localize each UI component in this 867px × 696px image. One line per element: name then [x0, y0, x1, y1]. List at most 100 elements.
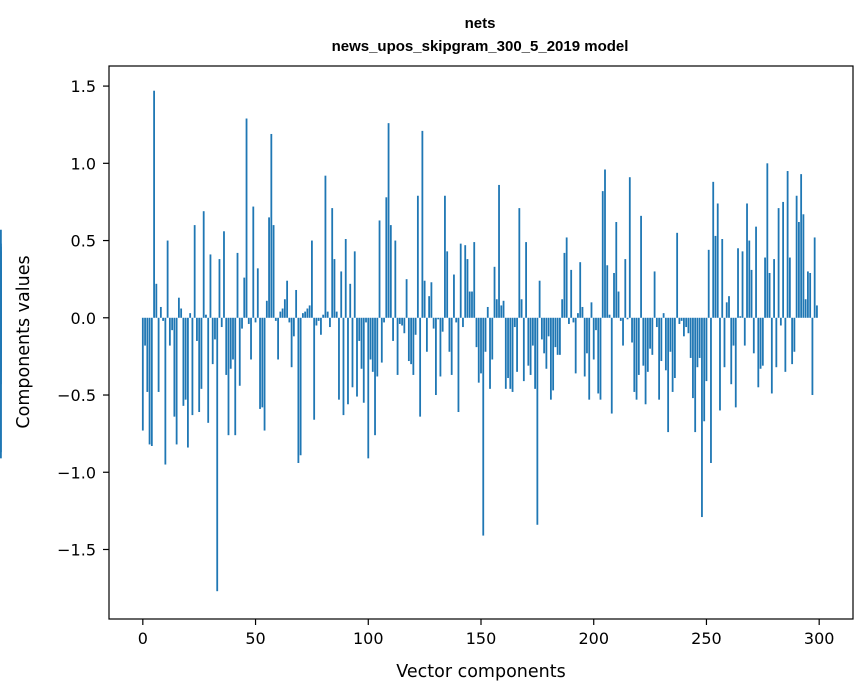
bar — [640, 215, 642, 318]
bar — [146, 317, 149, 392]
bar — [628, 177, 631, 318]
bar — [313, 317, 316, 420]
bar — [157, 317, 160, 392]
bar — [743, 317, 746, 346]
bar — [462, 317, 464, 328]
bar — [583, 317, 586, 377]
bar — [423, 280, 426, 318]
bar — [180, 308, 183, 318]
bar — [0, 317, 2, 354]
bar — [448, 317, 451, 352]
bar — [800, 174, 803, 318]
bar — [552, 317, 555, 391]
bar — [272, 225, 275, 318]
bar — [383, 317, 385, 323]
bar — [673, 317, 676, 379]
bar — [608, 314, 611, 318]
bar — [502, 300, 505, 318]
bar — [577, 313, 579, 318]
bar — [317, 317, 320, 321]
bar — [220, 317, 223, 328]
bar — [631, 317, 633, 343]
y-tick-label: −1.5 — [57, 540, 96, 559]
bar — [671, 317, 674, 392]
bar — [166, 240, 169, 318]
bar — [196, 317, 198, 341]
bar — [595, 317, 597, 331]
bar — [389, 225, 392, 318]
x-tick-label: 50 — [245, 629, 265, 648]
bar — [265, 300, 268, 318]
bar — [516, 317, 518, 372]
bar — [777, 208, 780, 318]
bar — [286, 280, 289, 318]
bar — [802, 214, 805, 318]
plot-frame — [108, 65, 854, 620]
y-axis-label: Components values — [14, 255, 34, 428]
bar — [407, 317, 410, 362]
y-axis-ticks: −1.5 −1.0 −0.5 0.0 0.5 1.0 1.5 — [57, 77, 109, 559]
bar — [626, 317, 629, 320]
bar — [782, 201, 785, 318]
bar — [225, 317, 228, 375]
bar — [495, 299, 498, 318]
bar — [732, 317, 735, 346]
bar — [356, 317, 358, 397]
bar — [669, 317, 672, 352]
bar — [755, 226, 757, 318]
bar — [398, 317, 401, 324]
bar — [615, 222, 618, 318]
bar — [694, 317, 697, 433]
bar — [716, 203, 719, 318]
bar — [144, 317, 146, 346]
bar — [701, 317, 703, 518]
bar — [189, 313, 192, 318]
bar — [198, 317, 201, 413]
bar — [297, 317, 300, 463]
bar — [676, 232, 679, 318]
bar — [425, 317, 428, 352]
bar — [619, 317, 622, 321]
bar — [468, 291, 471, 318]
bar — [292, 317, 295, 337]
bar — [202, 211, 205, 318]
bar — [791, 317, 794, 365]
bar — [649, 317, 651, 349]
bar — [369, 317, 372, 360]
bar — [561, 299, 564, 318]
bar — [324, 175, 327, 318]
bar — [705, 317, 708, 382]
bar — [793, 317, 796, 352]
bar — [159, 306, 162, 318]
bar — [153, 90, 155, 318]
bar — [811, 317, 814, 396]
bar — [416, 195, 419, 318]
bar — [653, 271, 656, 318]
bar — [813, 237, 816, 318]
bar — [565, 237, 568, 318]
bar — [193, 225, 196, 318]
bar — [184, 317, 187, 400]
bar — [326, 311, 329, 318]
bar — [351, 317, 354, 388]
bar — [773, 259, 775, 318]
bar — [256, 268, 259, 318]
bar — [385, 197, 388, 318]
bar — [507, 317, 509, 379]
bar — [498, 184, 500, 318]
bar — [290, 317, 293, 368]
bar — [809, 272, 812, 318]
bar — [522, 317, 525, 382]
bar — [703, 317, 706, 422]
bar — [232, 317, 234, 360]
bar — [360, 317, 363, 369]
bar — [320, 317, 322, 335]
bar — [216, 317, 219, 592]
bar — [209, 254, 212, 318]
bar — [367, 317, 370, 459]
bar — [480, 317, 482, 374]
bar — [177, 297, 180, 318]
bar — [482, 317, 485, 536]
bar — [807, 271, 809, 318]
chart-title: nets — [465, 15, 496, 32]
